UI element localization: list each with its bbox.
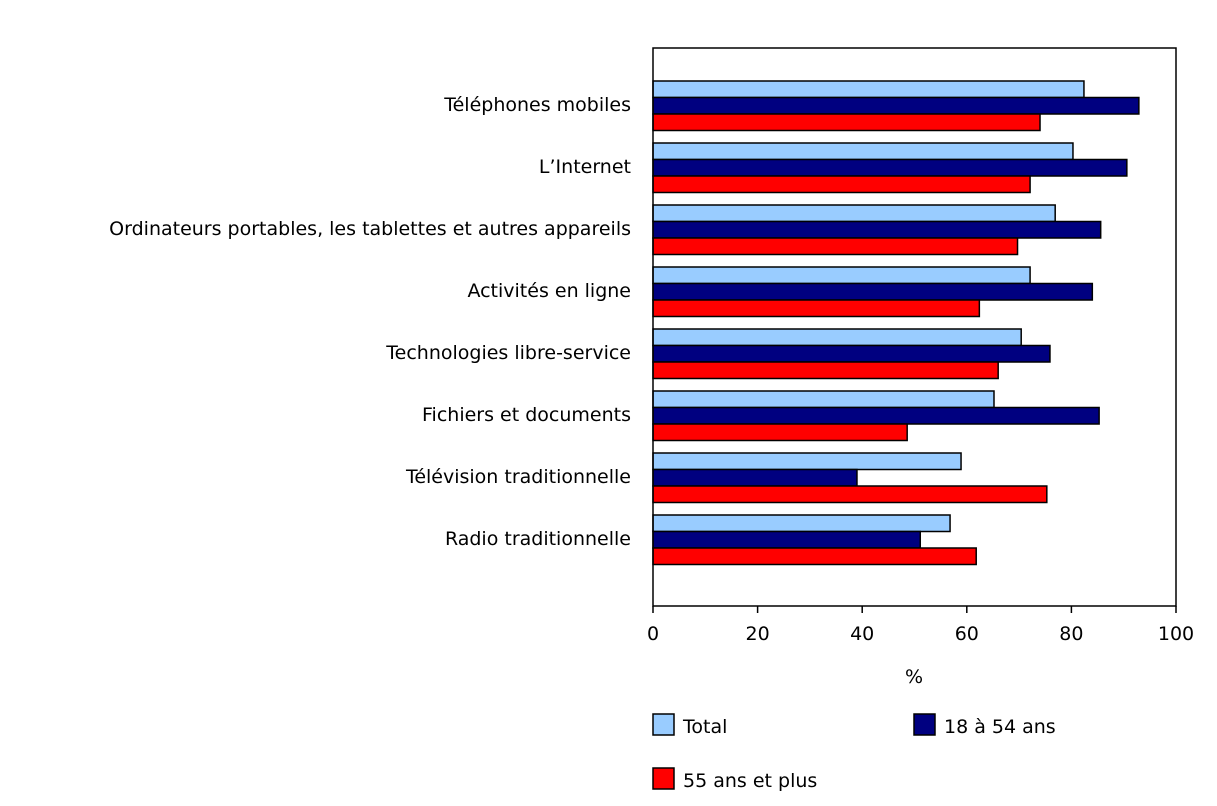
bar-55-plus (652, 361, 999, 380)
bar-55-plus (652, 485, 1048, 504)
bar-55-plus (652, 113, 1041, 132)
bar-total (652, 142, 1074, 161)
bar-55-plus (652, 547, 977, 566)
legend-label: 55 ans et plus (683, 770, 817, 792)
bar-total (652, 80, 1085, 99)
bar-55-plus (652, 423, 908, 442)
category-label: Radio traditionnelle (445, 528, 631, 550)
x-tick-label: 40 (850, 623, 874, 645)
legend-swatch (913, 713, 936, 736)
category-label: Fichiers et documents (422, 404, 631, 426)
x-tick-label: 20 (746, 623, 770, 645)
bar-18-54 (652, 530, 922, 549)
category-label: Technologies libre-service (385, 342, 631, 364)
x-tick-label: 60 (955, 623, 979, 645)
bars-layer (652, 80, 1140, 566)
bar-55-plus (652, 175, 1031, 194)
x-tick-label: 0 (647, 623, 659, 645)
bar-18-54 (652, 344, 1051, 363)
bar-18-54 (652, 468, 858, 487)
bar-18-54 (652, 282, 1094, 301)
bar-total (652, 390, 995, 409)
bar-18-54 (652, 96, 1140, 115)
legend-label: 18 à 54 ans (944, 716, 1056, 738)
category-label: L’Internet (539, 156, 631, 178)
x-tick-label: 100 (1158, 623, 1194, 645)
bar-total (652, 204, 1056, 223)
bar-total (652, 514, 951, 533)
bar-18-54 (652, 406, 1100, 425)
category-label: Ordinateurs portables, les tablettes et … (109, 218, 631, 240)
bar-55-plus (652, 237, 1019, 256)
legend: Total 18 à 54 ans 55 ans et plus (652, 713, 1056, 792)
category-label: Activités en ligne (467, 280, 631, 302)
category-label: Télévision traditionnelle (405, 466, 631, 488)
x-axis-ticks: 0 20 40 60 80 100 (647, 606, 1194, 645)
x-tick-label: 80 (1059, 623, 1083, 645)
plot-frame (652, 47, 1177, 607)
bar-18-54 (652, 220, 1102, 239)
legend-label: Total (682, 716, 727, 738)
legend-swatch (652, 713, 675, 736)
bar-55-plus (652, 299, 981, 318)
category-labels: Téléphones mobiles L’Internet Ordinateurs … (109, 94, 631, 550)
category-label: Téléphones mobiles (443, 94, 631, 116)
legend-swatch (652, 767, 675, 790)
x-axis-label: % (905, 666, 923, 688)
bar-total (652, 266, 1031, 285)
bar-18-54 (652, 158, 1128, 177)
bar-total (652, 328, 1022, 347)
bar-total (652, 452, 962, 471)
